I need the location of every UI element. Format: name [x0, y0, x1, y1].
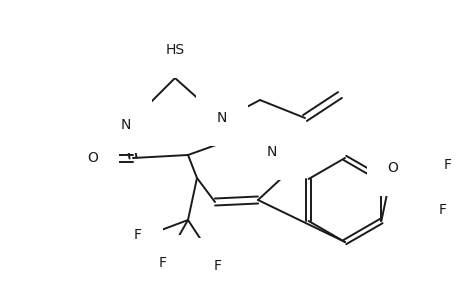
Text: F: F — [159, 256, 167, 270]
Text: N: N — [216, 111, 227, 125]
Text: F: F — [438, 203, 446, 217]
Text: F: F — [134, 228, 142, 242]
Text: O: O — [87, 151, 98, 165]
Text: N: N — [266, 145, 277, 159]
Text: N: N — [121, 118, 131, 132]
Text: O: O — [387, 161, 397, 175]
Text: F: F — [443, 158, 451, 172]
Text: HS: HS — [165, 43, 184, 57]
Text: F: F — [213, 259, 222, 273]
